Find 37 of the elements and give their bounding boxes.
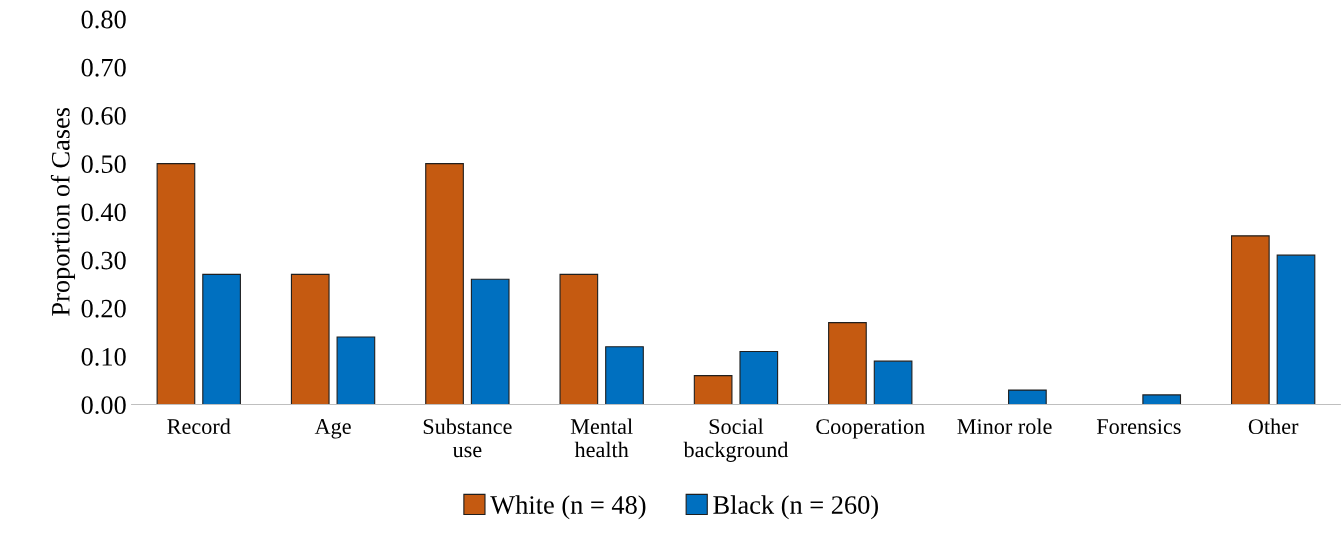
- y-tick-label: 0.20: [81, 299, 126, 318]
- bar: [1276, 254, 1316, 405]
- x-tick-label: Substance use: [423, 418, 512, 458]
- bar: [1008, 389, 1047, 405]
- bar: [1230, 235, 1270, 405]
- x-tick-label: Age: [314, 419, 351, 439]
- legend-label: Black (n = 260): [713, 495, 878, 520]
- y-tick-label: 0.80: [81, 10, 126, 29]
- bar: [425, 163, 464, 405]
- bar: [290, 273, 330, 405]
- y-tick-label: 0.60: [81, 106, 126, 125]
- legend-label: White (n = 48): [490, 495, 646, 520]
- bar: [693, 375, 733, 405]
- x-tick-label: Record: [167, 418, 231, 435]
- bar: [336, 336, 376, 405]
- y-tick-label: 0.10: [81, 347, 126, 366]
- x-tick-label: Mental health: [570, 418, 633, 458]
- y-axis-title: Proportion of Cases: [50, 107, 76, 316]
- bar: [739, 350, 779, 405]
- y-tick-label: 0.50: [81, 155, 126, 174]
- y-tick-label: 0.70: [81, 58, 126, 77]
- bar: [559, 273, 599, 405]
- x-tick-label: Minor role: [957, 418, 1052, 435]
- bar: [202, 273, 241, 405]
- bar: [828, 322, 867, 405]
- bar: [470, 278, 510, 405]
- y-tick-label: 0.00: [81, 396, 126, 415]
- y-tick-label: 0.30: [81, 251, 126, 270]
- x-tick-label: Other: [1248, 418, 1299, 435]
- x-tick-label: Social background: [683, 418, 789, 462]
- bar: [605, 346, 644, 405]
- bar: [156, 163, 196, 405]
- x-tick-label: Cooperation: [816, 419, 925, 439]
- bar: [873, 360, 913, 405]
- x-tick-label: Forensics: [1096, 419, 1181, 435]
- bar: [1142, 394, 1182, 405]
- y-tick-label: 0.40: [81, 203, 126, 222]
